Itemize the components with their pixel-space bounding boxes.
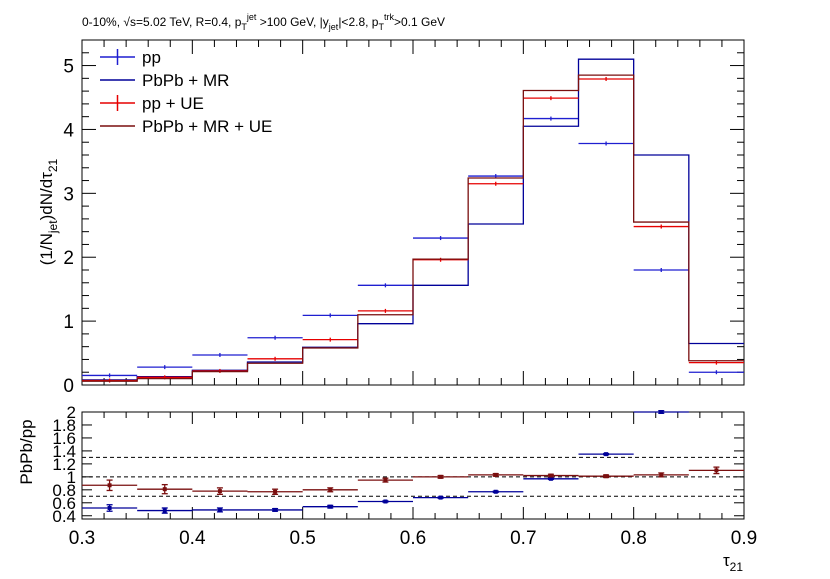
x-tick-label: 0.4 bbox=[179, 528, 206, 549]
ratio-point-marker bbox=[493, 472, 498, 477]
x-tick-label: 0.8 bbox=[620, 528, 646, 549]
ratio-point-marker bbox=[659, 410, 664, 414]
ratio-point-marker bbox=[273, 489, 278, 494]
ratio-point-marker bbox=[328, 504, 333, 509]
ratio-y-tick-label: 1.8 bbox=[52, 416, 76, 435]
ratio-y-axis: 0.40.60.811.21.41.61.82 bbox=[52, 403, 744, 526]
ratio-point-marker bbox=[162, 487, 167, 492]
ratio-y-tick-label: 0.4 bbox=[52, 507, 76, 526]
main-x-ticks bbox=[81, 40, 745, 385]
ratio-point-marker bbox=[217, 489, 222, 494]
ratio-point-marker bbox=[659, 472, 664, 477]
ratio-point-marker bbox=[604, 474, 609, 479]
main-y-tick-label: 0 bbox=[63, 376, 74, 397]
main-series bbox=[82, 58, 744, 383]
legend-label: PbPb + MR + UE bbox=[142, 117, 272, 136]
x-tick-label: 0.3 bbox=[69, 528, 95, 549]
ratio-point-marker bbox=[328, 487, 333, 492]
ratio-point-marker bbox=[217, 507, 222, 512]
ratio-y-tick-label: 1.6 bbox=[52, 429, 76, 448]
x-tick-label: 0.6 bbox=[400, 528, 426, 549]
main-y-tick-label: 5 bbox=[63, 57, 74, 78]
ratio-x-axis: 0.3 0.4 0.5 0.6 0.7 0.8 0.9 bbox=[69, 412, 757, 549]
main-plot-frame bbox=[81, 39, 745, 386]
legend-item: pp + UE bbox=[100, 94, 204, 113]
ratio-series-1 bbox=[82, 466, 744, 496]
legend-item: PbPb + MR bbox=[100, 71, 229, 90]
ratio-point-marker bbox=[383, 499, 388, 504]
series-0 bbox=[82, 116, 744, 378]
legend: pp PbPb + MR pp + UE PbPb + MR + UE bbox=[100, 48, 272, 136]
main-y-tick-label: 3 bbox=[63, 184, 74, 205]
ratio-point-marker bbox=[107, 483, 112, 488]
main-y-axis: 0 1 2 3 4 5 bbox=[63, 39, 744, 397]
main-y-tick-label: 4 bbox=[63, 120, 74, 141]
ratio-y-tick-label: 2 bbox=[67, 403, 76, 422]
x-tick-label: 0.5 bbox=[289, 528, 315, 549]
ratio-point-marker bbox=[548, 476, 553, 481]
ratio-point-marker bbox=[714, 468, 719, 473]
legend-item: pp bbox=[100, 48, 161, 67]
main-plot-panel: 0 1 2 3 4 5 (1/Njet)dN/dτ21 pp PbPb + MR pp + U… bbox=[37, 39, 745, 397]
ratio-point-marker bbox=[162, 508, 167, 513]
series-3 bbox=[82, 74, 744, 382]
main-y-tick-label: 1 bbox=[63, 312, 74, 333]
main-y-axis-label: (1/Njet)dN/dτ21 bbox=[37, 158, 60, 265]
ratio-point-marker bbox=[493, 489, 498, 494]
ratio-series-0 bbox=[82, 410, 689, 514]
ratio-y-tick-label: 0.8 bbox=[52, 481, 76, 500]
ratio-plot-panel: 0.40.60.811.21.41.61.82 0.3 0.4 0.5 0.6 0.7 0… bbox=[17, 403, 757, 574]
ratio-point-marker bbox=[438, 495, 443, 500]
ratio-plot-frame bbox=[81, 411, 745, 520]
x-tick-label: 0.9 bbox=[731, 528, 757, 549]
header-text: 0-10%, √s=5.02 TeV, R=0.4, pTjet >100 Ge… bbox=[82, 12, 445, 32]
legend-label: PbPb + MR bbox=[142, 71, 229, 90]
ratio-point-marker bbox=[107, 505, 112, 510]
ratio-y-tick-label: 1.2 bbox=[52, 455, 76, 474]
ratio-series bbox=[82, 410, 744, 514]
main-y-tick-label: 2 bbox=[63, 248, 74, 269]
legend-label: pp bbox=[142, 48, 161, 67]
legend-label: pp + UE bbox=[142, 94, 204, 113]
ratio-point-marker bbox=[273, 507, 278, 512]
ratio-point-marker bbox=[604, 452, 609, 457]
legend-item: PbPb + MR + UE bbox=[100, 117, 272, 136]
ratio-y-tick-label: 1 bbox=[67, 468, 76, 487]
ratio-y-tick-label: 0.6 bbox=[52, 494, 76, 513]
series-step-line bbox=[82, 74, 744, 382]
ratio-y-tick-label: 1.4 bbox=[52, 442, 76, 461]
x-tick-label: 0.7 bbox=[510, 528, 536, 549]
x-axis-label: τ21 bbox=[723, 551, 743, 574]
ratio-point-marker bbox=[383, 478, 388, 483]
ratio-y-axis-label: PbPb/pp bbox=[17, 419, 36, 484]
ratio-point-marker bbox=[438, 474, 443, 479]
ratio-point-marker bbox=[548, 473, 553, 478]
